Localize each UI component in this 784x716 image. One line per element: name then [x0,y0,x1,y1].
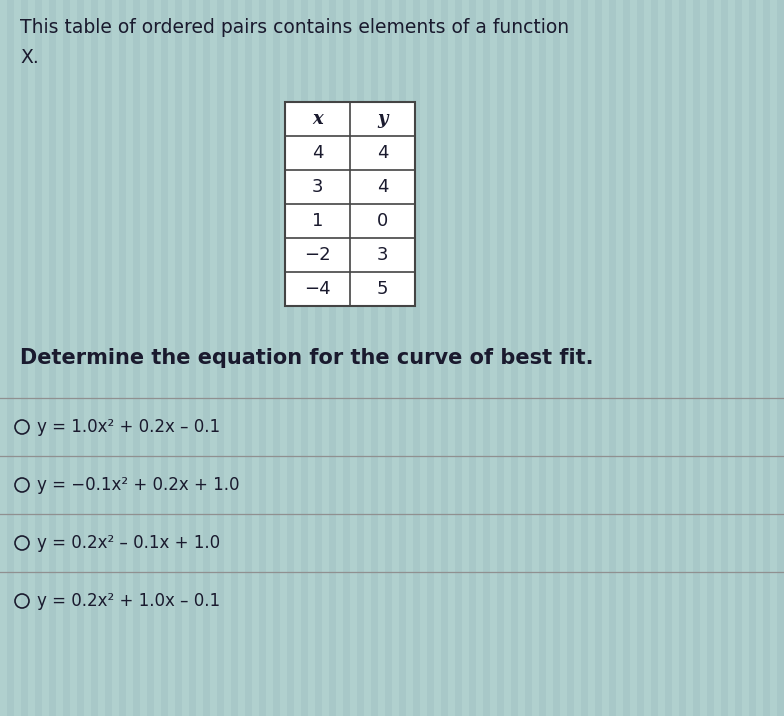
Bar [406,0,413,716]
Bar [728,0,735,716]
Bar [546,0,553,716]
Text: 4: 4 [377,144,388,162]
Bar [434,0,441,716]
Bar [308,0,315,716]
Bar [714,0,721,716]
Bar [84,0,91,716]
Bar [112,0,119,716]
Bar [56,0,63,716]
Bar [168,0,175,716]
Bar [224,0,231,716]
Text: This table of ordered pairs contains elements of a function: This table of ordered pairs contains ele… [20,18,569,37]
Bar [742,0,749,716]
Bar [28,0,35,716]
Bar [0,0,7,716]
Bar [294,0,301,716]
Bar [420,0,427,716]
Bar [210,0,217,716]
Bar [378,0,385,716]
Bar [285,102,415,306]
Bar [14,0,21,716]
Bar [756,0,763,716]
Bar [266,0,273,716]
Bar [392,0,399,716]
Bar [588,0,595,716]
Text: y: y [377,110,388,128]
Text: 3: 3 [312,178,323,196]
Text: 5: 5 [377,280,388,298]
Text: y = 0.2x² + 1.0x – 0.1: y = 0.2x² + 1.0x – 0.1 [37,592,220,610]
Bar [532,0,539,716]
Bar [336,0,343,716]
Bar [154,0,161,716]
Bar [140,0,147,716]
Bar [448,0,455,716]
Text: X.: X. [20,48,38,67]
Bar [196,0,203,716]
Bar [672,0,679,716]
Bar [700,0,707,716]
Bar [252,0,259,716]
Bar [602,0,609,716]
Text: 1: 1 [312,212,323,230]
Text: y = 0.2x² – 0.1x + 1.0: y = 0.2x² – 0.1x + 1.0 [37,534,220,552]
Bar [364,0,371,716]
Bar [42,0,49,716]
Text: 3: 3 [377,246,388,264]
Bar [658,0,665,716]
Text: 4: 4 [312,144,323,162]
Bar [686,0,693,716]
Text: y = 1.0x² + 0.2x – 0.1: y = 1.0x² + 0.2x – 0.1 [37,418,220,436]
Text: 4: 4 [377,178,388,196]
Bar [616,0,623,716]
Bar [476,0,483,716]
Text: y = −0.1x² + 0.2x + 1.0: y = −0.1x² + 0.2x + 1.0 [37,476,239,494]
Bar [504,0,511,716]
Bar [490,0,497,716]
Bar [630,0,637,716]
Bar [770,0,777,716]
Bar [238,0,245,716]
Text: Determine the equation for the curve of best fit.: Determine the equation for the curve of … [20,348,593,368]
Bar [350,0,357,716]
Bar [462,0,469,716]
Bar [126,0,133,716]
Bar [644,0,651,716]
Text: 0: 0 [377,212,388,230]
Bar [560,0,567,716]
Bar [70,0,77,716]
Bar [182,0,189,716]
Bar [322,0,329,716]
Bar [518,0,525,716]
Bar [280,0,287,716]
Text: −2: −2 [304,246,331,264]
Bar [574,0,581,716]
Text: −4: −4 [304,280,331,298]
Text: x: x [312,110,323,128]
Bar [98,0,105,716]
